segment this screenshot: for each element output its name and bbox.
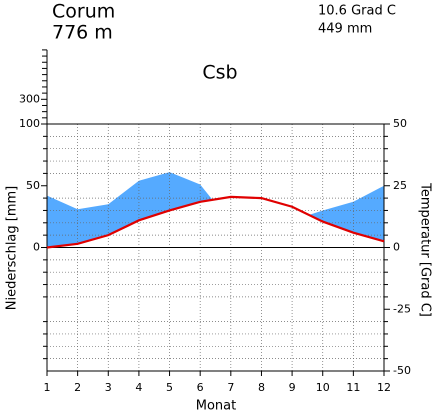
annotation: 449 mm: [318, 22, 372, 37]
x-tick-label: 1: [44, 381, 51, 394]
y2-axis-label: Temperatur [Grad C]: [418, 182, 433, 317]
x-tick-label: 9: [289, 381, 296, 394]
y-tick-label: 50: [26, 179, 40, 192]
annotation: 10.6 Grad C: [318, 4, 396, 19]
x-tick-label: 5: [166, 381, 173, 394]
precipitation-area: [47, 172, 384, 248]
y2-tick-label: 0: [393, 241, 400, 254]
x-tick-label: 8: [258, 381, 265, 394]
y-tick-label: 100: [19, 117, 40, 130]
y-tick-label: 0: [33, 241, 40, 254]
y2-tick-label: -25: [393, 302, 411, 315]
chart-title: Corum: [52, 1, 115, 23]
x-tick-label: 6: [197, 381, 204, 394]
x-tick-label: 10: [316, 381, 330, 394]
y2-tick-label: 50: [393, 117, 407, 130]
x-tick-label: 11: [346, 381, 360, 394]
annotation: Csb: [202, 62, 237, 84]
x-tick-label: 7: [227, 381, 234, 394]
y-axis-label: Niederschlag [mm]: [5, 186, 20, 311]
y2-tick-label: 25: [393, 179, 407, 192]
area-layer: [47, 172, 384, 248]
x-tick-label: 3: [105, 381, 112, 394]
temperature-line: [46, 195, 385, 249]
x-tick-label: 4: [135, 381, 142, 394]
y2-tick-label: -50: [393, 364, 411, 377]
x-tick-label: 2: [74, 381, 81, 394]
x-tick-label: 12: [377, 381, 391, 394]
y-tick-label: 300: [19, 92, 40, 105]
x-axis-label: Monat: [196, 399, 236, 414]
chart-subtitle: 776 m: [52, 22, 113, 44]
